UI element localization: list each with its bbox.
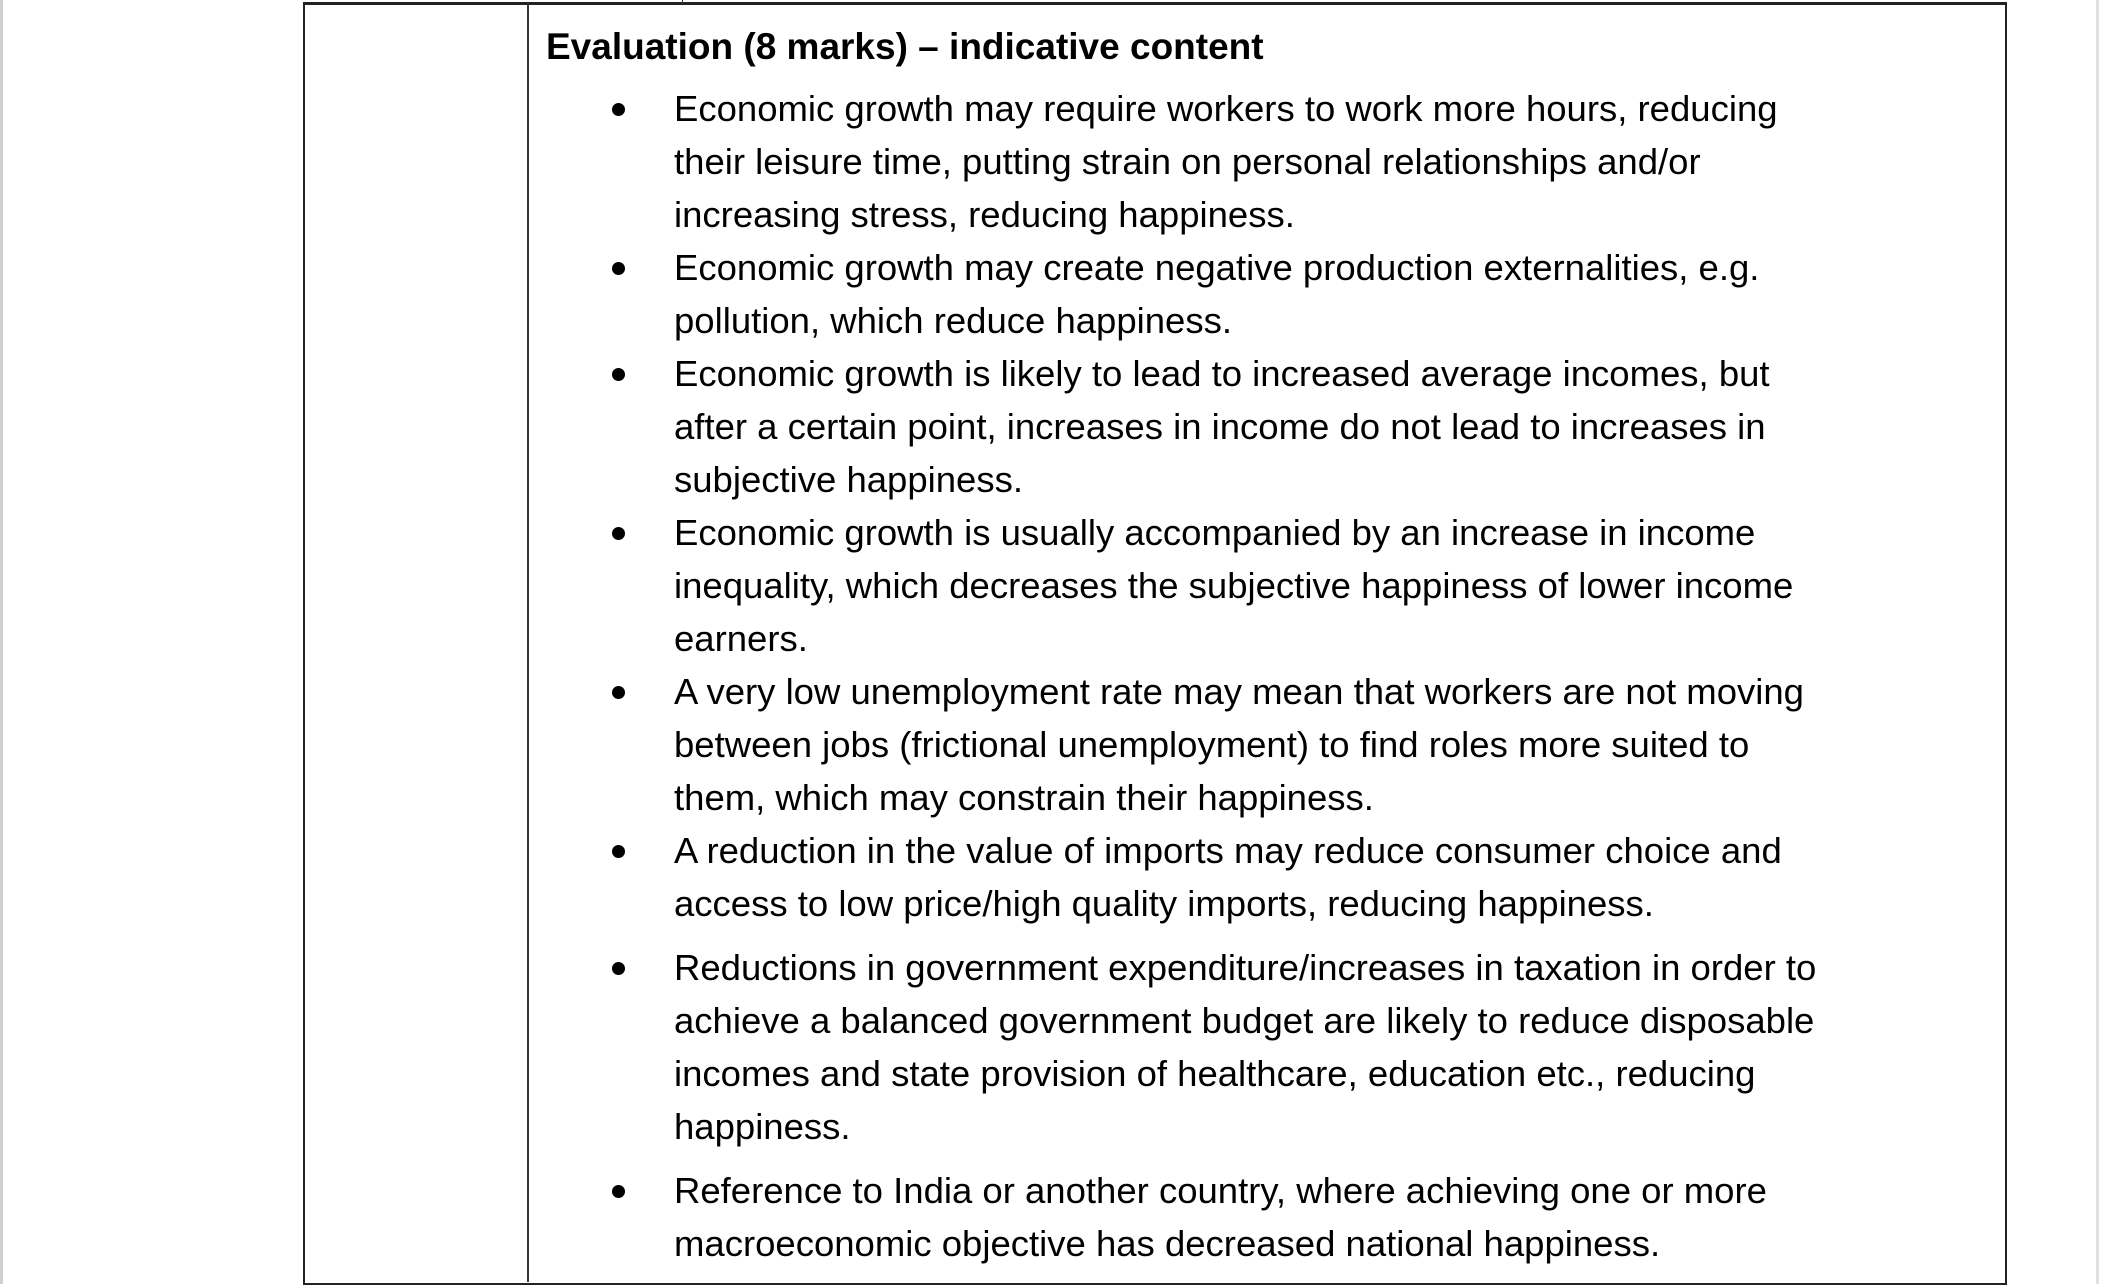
bullet-icon [612,103,625,116]
bullet-text-line: increasing stress, reducing happiness. [674,194,1295,235]
bullet-icon [612,686,625,699]
bullet-text-line: inequality, which decreases the subjecti… [674,565,1794,606]
column-divider [527,3,529,1282]
bullet-text-line: them, which may constrain their happines… [674,777,1374,818]
bullet-text-line: Reference to India or another country, w… [674,1170,1767,1211]
bullet-text-line: Economic growth is likely to lead to inc… [674,353,1770,394]
bullet-icon [612,1185,625,1198]
indicative-content-cell: Evaluation (8 marks) – indicative conten… [546,20,1996,1270]
bullet-text-line: macroeconomic objective has decreased na… [674,1223,1661,1264]
bullet-icon [612,368,625,381]
list-item: Economic growth may require workers to w… [546,82,1996,241]
bullet-text-line: Economic growth may create negative prod… [674,247,1760,288]
bullet-text-line: Economic growth may require workers to w… [674,88,1778,129]
bullet-icon [612,962,625,975]
list-item: Economic growth may create negative prod… [546,241,1996,347]
bullet-text-line: after a certain point, increases in inco… [674,406,1766,447]
bullet-text-line: their leisure time, putting strain on pe… [674,141,1701,182]
bullet-text-line: A very low unemployment rate may mean th… [674,671,1804,712]
bullet-text-line: earners. [674,618,808,659]
section-heading: Evaluation (8 marks) – indicative conten… [546,26,1264,67]
list-item: Economic growth is usually accompanied b… [546,506,1996,665]
list-item: A reduction in the value of imports may … [546,824,1996,930]
scrollbar-track[interactable] [2096,0,2099,1284]
bullet-text-line: happiness. [674,1106,851,1147]
bullet-text-line: A reduction in the value of imports may … [674,830,1782,871]
bullet-icon [612,262,625,275]
list-item: Reductions in government expenditure/inc… [546,941,1996,1153]
page-edge [0,0,3,1284]
bullet-text-line: subjective happiness. [674,459,1023,500]
bullet-icon [612,527,625,540]
list-item: Economic growth is likely to lead to inc… [546,347,1996,506]
bullet-icon [612,845,625,858]
bullet-text-line: Economic growth is usually accompanied b… [674,512,1756,553]
bullet-text-line: achieve a balanced government budget are… [674,1000,1815,1041]
row-above-border [682,0,683,4]
bullet-list: Economic growth may require workers to w… [546,82,1996,1270]
list-item: Reference to India or another country, w… [546,1164,1996,1270]
bullet-text-line: between jobs (frictional unemployment) t… [674,724,1750,765]
bullet-text-line: access to low price/high quality imports… [674,883,1654,924]
bullet-text-line: Reductions in government expenditure/inc… [674,947,1817,988]
bullet-text-line: pollution, which reduce happiness. [674,300,1232,341]
bullet-text-line: incomes and state provision of healthcar… [674,1053,1756,1094]
list-item: A very low unemployment rate may mean th… [546,665,1996,824]
